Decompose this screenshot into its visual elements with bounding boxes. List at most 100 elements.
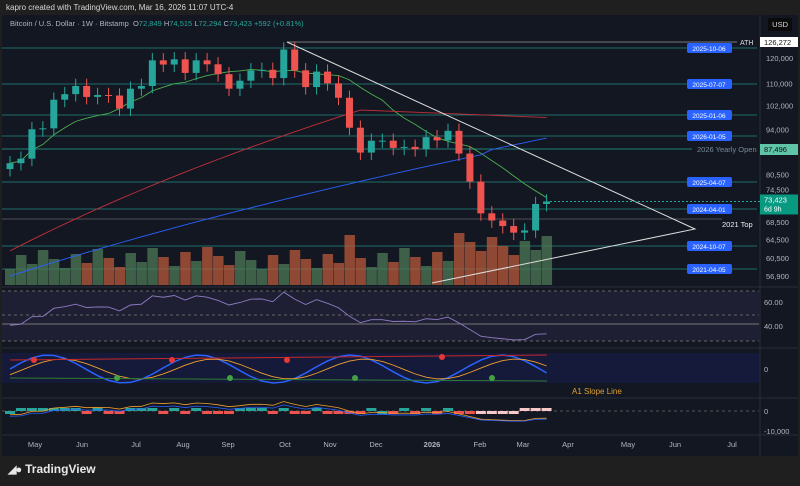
candle-body xyxy=(6,163,14,170)
price-tick: 68,500 xyxy=(766,218,789,227)
chart-panel[interactable]: Bitcoin / U.S. Dollar · 1W · Bitstamp O7… xyxy=(2,15,798,456)
osc-trough-dot xyxy=(114,375,120,381)
osc-peak-dot xyxy=(284,357,290,363)
ma-green-line xyxy=(9,68,547,198)
candle-body xyxy=(477,181,485,214)
volume-bar xyxy=(377,253,388,285)
level-tag xyxy=(687,131,732,141)
candle-body xyxy=(543,201,551,204)
volume-bar xyxy=(92,249,104,285)
hist-tick: -10,000 xyxy=(764,427,789,436)
candle-body xyxy=(148,60,156,86)
candle-body xyxy=(39,128,47,130)
close-value: 73,423 xyxy=(228,19,252,28)
low-value: 72,294 xyxy=(198,19,222,28)
price-tick: 74,500 xyxy=(766,185,789,194)
hist-bar xyxy=(213,411,224,414)
hist-blue-line xyxy=(9,404,547,422)
symbol-legend: Bitcoin / U.S. Dollar · 1W · Bitstamp O7… xyxy=(10,19,304,28)
level-tag xyxy=(687,204,732,214)
level-tag-label: 2024-10-07 xyxy=(692,244,726,251)
volume-bar xyxy=(432,252,443,285)
hist-bar xyxy=(289,411,300,414)
candle-body xyxy=(269,69,277,79)
volume-bar xyxy=(399,248,410,285)
candle-body xyxy=(422,137,430,150)
hist-bar xyxy=(508,411,519,414)
volume-bar xyxy=(114,267,125,285)
volume-bar xyxy=(256,269,268,285)
candle-body xyxy=(192,60,200,73)
hist-bar xyxy=(453,411,464,414)
yearly-open-price: 87,496 xyxy=(764,145,787,154)
time-tick: Jul xyxy=(131,440,141,449)
level-tag-label: 2024-04-01 xyxy=(692,207,726,214)
candle-body xyxy=(433,137,441,141)
candle-body xyxy=(170,59,178,65)
volume-bar xyxy=(158,257,169,285)
price-chart[interactable]: 120,000 110,000 102,000 94,000 80,500 74,500 6… xyxy=(2,15,798,456)
open-label: O xyxy=(132,19,139,28)
candle-body xyxy=(389,140,397,148)
low-label: L xyxy=(194,19,199,28)
hist-bar xyxy=(366,408,377,411)
volume-bar xyxy=(191,261,202,285)
time-tick: May xyxy=(28,440,42,449)
volume-bar xyxy=(103,258,115,285)
hist-bar xyxy=(486,411,497,414)
hist-bar xyxy=(519,408,530,411)
candle-body xyxy=(324,71,332,84)
volume-bar xyxy=(497,246,509,285)
last-price-value: 73,423 xyxy=(764,195,787,204)
volume-bar xyxy=(519,241,531,285)
candle-body xyxy=(313,71,321,88)
volume-bar xyxy=(59,268,71,285)
hist-bar xyxy=(81,411,92,414)
volume-bar xyxy=(443,261,454,285)
triangle-trendlines xyxy=(286,41,697,284)
level-tag-label: 2025-04-07 xyxy=(692,180,726,187)
volume-bar xyxy=(311,268,323,285)
rsi-line xyxy=(9,291,547,341)
high-label: H xyxy=(163,19,170,28)
currency-button[interactable]: USD xyxy=(768,18,792,31)
open-value: 72,849 xyxy=(138,19,162,28)
level-tag xyxy=(687,241,732,251)
candle-body xyxy=(378,140,386,142)
candle-body xyxy=(116,95,123,109)
osc-peak-dot xyxy=(439,354,445,360)
level-tag xyxy=(687,264,732,274)
hist-bar xyxy=(541,408,552,411)
time-tick: Jun xyxy=(76,440,88,449)
candle-body xyxy=(356,127,364,153)
candle-body xyxy=(83,85,91,97)
price-tick: 80,500 xyxy=(766,171,789,180)
volume-bar xyxy=(37,250,49,285)
volume-bar xyxy=(169,266,180,285)
volume-bar xyxy=(475,251,487,285)
candle-body xyxy=(203,60,211,65)
volume-bar xyxy=(81,263,93,285)
osc-red-line xyxy=(9,354,548,361)
hist-bar xyxy=(256,408,267,411)
hist-bar xyxy=(26,408,37,411)
volume-bar xyxy=(355,258,366,285)
hist-bar xyxy=(410,411,421,414)
level-tag-label: 2021-04-05 xyxy=(692,267,726,274)
last-price-countdown: 6d 9h xyxy=(764,206,782,213)
osc-peak-dot xyxy=(169,357,175,363)
yearly-open-label: 2026 Yearly Open xyxy=(697,145,757,154)
candle-body xyxy=(444,130,452,141)
candle-body xyxy=(94,94,102,97)
header-credit: kapro created with TradingView.com, Mar … xyxy=(6,3,234,12)
time-tick: Feb xyxy=(474,440,487,449)
candle-body xyxy=(72,85,80,95)
osc-trough-dot xyxy=(227,375,233,381)
volume-bar xyxy=(421,266,432,285)
volume-bar xyxy=(224,265,235,285)
time-tick: Aug xyxy=(176,440,189,449)
change-value: +592 (+0.81%) xyxy=(254,19,304,28)
volume-bar xyxy=(202,247,213,285)
hist-bar xyxy=(497,411,508,414)
volume-bar xyxy=(300,259,312,285)
